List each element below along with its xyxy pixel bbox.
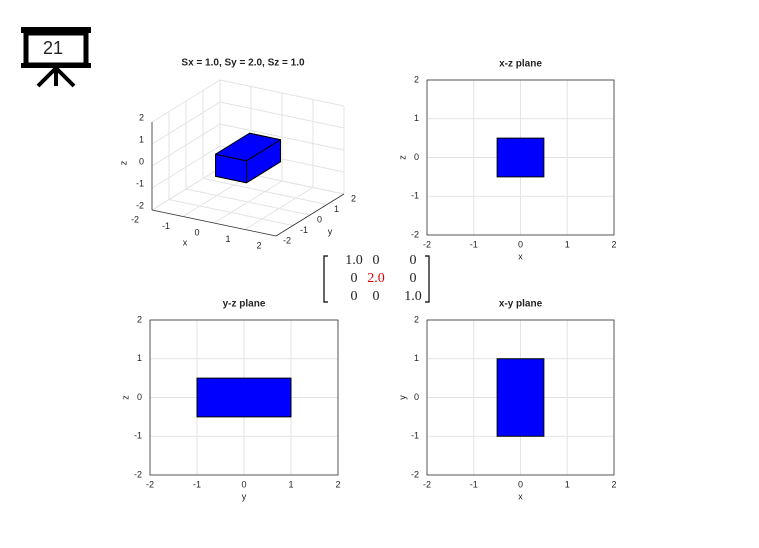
- grid-line: [219, 101, 345, 129]
- y-tick-label: -1: [134, 431, 142, 441]
- x-tick-label: -1: [470, 479, 478, 489]
- y-axis-label: y: [328, 226, 333, 236]
- y-tick-label: 1: [137, 353, 142, 363]
- grid-line: [151, 145, 221, 189]
- x-tick-label: -1: [193, 479, 201, 489]
- matrix-entry: 0: [351, 289, 358, 304]
- matrix-entry: 0: [351, 271, 358, 286]
- axes-frame: [426, 79, 615, 236]
- y-tick-label: -2: [411, 229, 419, 239]
- y-tick-label: 2: [414, 74, 419, 84]
- y-axis-label: z: [120, 395, 130, 400]
- x-tick-label: 0: [194, 227, 199, 237]
- chart-title: y-z plane: [223, 299, 266, 310]
- y-tick-label: 0: [317, 214, 322, 224]
- z-axis-label: z: [118, 160, 128, 165]
- x-tick-label: 1: [565, 479, 570, 489]
- y-tick-label: -1: [411, 191, 419, 201]
- x-axis-label: x: [518, 251, 523, 261]
- grid-line: [185, 188, 311, 216]
- grid-line: [151, 79, 221, 123]
- grid-line: [219, 79, 345, 107]
- slide-number: 21: [43, 38, 63, 58]
- x-tick-label: -2: [131, 214, 139, 224]
- x-tick-label: 2: [335, 479, 340, 489]
- x-tick-label: -2: [423, 479, 431, 489]
- x-tick-label: -1: [162, 221, 170, 231]
- y-axis-label: z: [397, 155, 407, 160]
- y-tick-label: 0: [414, 152, 419, 162]
- y-tick-label: 0: [414, 392, 419, 402]
- x-tick-label: -1: [470, 239, 478, 249]
- x-axis-label: x: [518, 491, 523, 501]
- y-tick-label: -1: [300, 225, 308, 235]
- x-tick-label: 0: [518, 479, 523, 489]
- y-tick-label: 2: [137, 314, 142, 324]
- y-tick-label: -2: [283, 235, 291, 245]
- matrix-entry: 0: [373, 289, 380, 304]
- chart-title: Sx = 1.0, Sy = 2.0, Sz = 1.0: [181, 58, 305, 69]
- matrix-entry: 0: [373, 253, 380, 268]
- x-axis-label: x: [183, 237, 188, 247]
- grid-line: [202, 178, 328, 205]
- matrix-entry: 0: [410, 253, 417, 268]
- x-tick-label: 1: [565, 239, 570, 249]
- z-tick-label: 0: [139, 156, 144, 166]
- x-axis-line: [151, 209, 277, 237]
- matrix-entry: 1.0: [404, 289, 422, 304]
- rectangle: [496, 137, 545, 178]
- y-tick-label: 2: [351, 193, 356, 203]
- grid-line: [151, 101, 221, 145]
- matrix-entry: 0: [410, 271, 417, 286]
- x-tick-label: 1: [288, 479, 293, 489]
- x-tick-label: 0: [518, 239, 523, 249]
- matrix-entry: 2.0: [367, 271, 385, 286]
- x-tick-label: 1: [225, 234, 230, 244]
- y-tick-label: 0: [137, 392, 142, 402]
- y-tick-label: 1: [414, 353, 419, 363]
- axes-frame: [426, 319, 615, 476]
- x-tick-label: -2: [146, 479, 154, 489]
- y-axis-label: y: [397, 395, 407, 400]
- matrix-entry: 1.0: [345, 253, 363, 268]
- y-tick-label: -1: [411, 431, 419, 441]
- y-tick-label: 1: [334, 204, 339, 214]
- x-tick-label: -2: [423, 239, 431, 249]
- x-tick-label: 2: [611, 239, 616, 249]
- rectangle: [196, 377, 292, 418]
- z-tick-label: 1: [139, 134, 144, 144]
- z-tick-label: -2: [136, 200, 144, 210]
- box-face: [215, 132, 281, 162]
- x-tick-label: 0: [241, 479, 246, 489]
- matrix: [323, 255, 430, 303]
- grid-line: [219, 123, 345, 151]
- y-tick-label: -2: [411, 469, 419, 479]
- chart-title: x-y plane: [499, 299, 543, 310]
- z-tick-label: 2: [139, 112, 144, 122]
- y-axis-line: [275, 193, 345, 237]
- y-tick-label: 2: [414, 314, 419, 324]
- x-tick-label: 2: [256, 240, 261, 250]
- grid-line: [151, 123, 221, 167]
- chart-title: x-z plane: [499, 59, 542, 70]
- grid-line: [168, 199, 294, 226]
- y-tick-label: -2: [134, 469, 142, 479]
- x-axis-label: y: [242, 491, 247, 501]
- axes-frame: [149, 319, 339, 476]
- z-tick-label: -1: [136, 178, 144, 188]
- x-tick-label: 2: [611, 479, 616, 489]
- grid-line: [151, 167, 221, 211]
- rectangle: [496, 358, 545, 437]
- slide-icon: 21: [21, 27, 91, 88]
- y-tick-label: 1: [414, 113, 419, 123]
